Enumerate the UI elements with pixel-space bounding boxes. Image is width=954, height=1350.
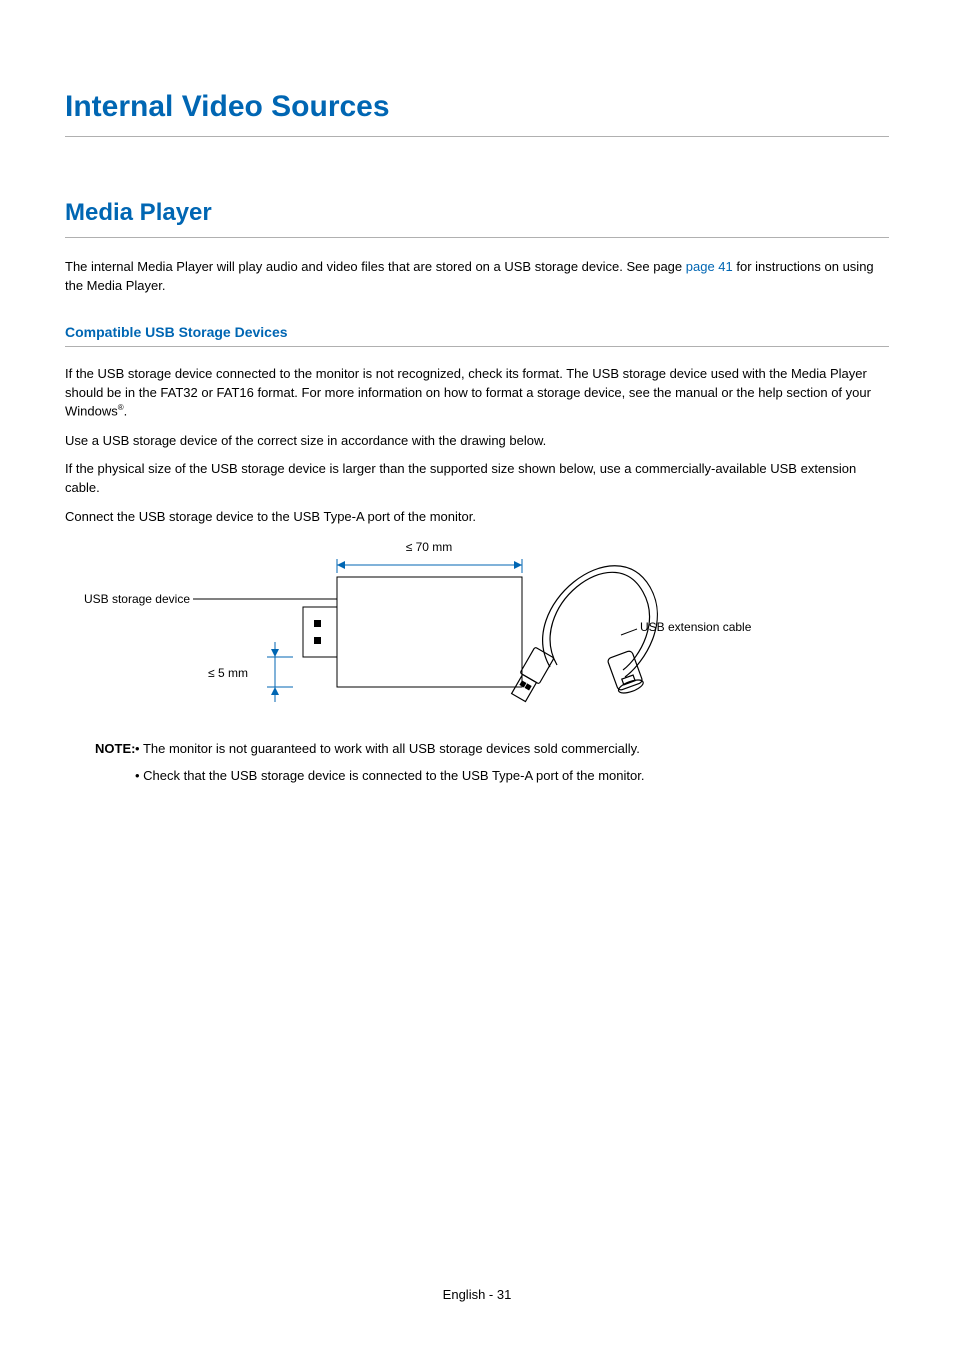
page-link[interactable]: page 41 bbox=[686, 259, 733, 274]
subsection-heading: Compatible USB Storage Devices bbox=[65, 324, 889, 347]
dim-width-label: ≤ 70 mm bbox=[406, 540, 453, 554]
usb-contact-1 bbox=[314, 620, 321, 627]
note-text-2: Check that the USB storage device is con… bbox=[143, 768, 644, 783]
paragraph-1: If the USB storage device connected to t… bbox=[65, 365, 889, 422]
section-heading: Media Player bbox=[65, 199, 889, 238]
dim-height-label: ≤ 5 mm bbox=[208, 666, 248, 680]
diagram-svg: ≤ 70 mm ≤ 5 mm USB storage device bbox=[65, 537, 889, 717]
page-footer: English - 31 bbox=[0, 1287, 954, 1302]
dim-h-arrow-b bbox=[271, 687, 279, 695]
dim-height-group bbox=[267, 642, 293, 702]
p1-text-a: If the USB storage device connected to t… bbox=[65, 366, 871, 419]
device-label: USB storage device bbox=[84, 592, 190, 606]
paragraph-3: If the physical size of the USB storage … bbox=[65, 460, 889, 498]
note-item-2: • Check that the USB storage device is c… bbox=[135, 764, 889, 787]
usb-body-rect bbox=[337, 577, 522, 687]
cable-leader-line bbox=[621, 629, 637, 635]
cable-path-inner bbox=[550, 572, 649, 670]
note-item-1: • The monitor is not guaranteed to work … bbox=[135, 737, 889, 760]
dim-w-arrow-l bbox=[337, 561, 345, 569]
cable-drawing bbox=[509, 566, 657, 703]
p1-text-b: . bbox=[124, 404, 128, 419]
intro-text-a: The internal Media Player will play audi… bbox=[65, 259, 686, 274]
dim-width-group bbox=[337, 559, 522, 573]
cable-female-socket bbox=[607, 650, 645, 696]
dim-h-arrow-t bbox=[271, 649, 279, 657]
note-block: NOTE: • The monitor is not guaranteed to… bbox=[65, 737, 889, 792]
usb-diagram: ≤ 70 mm ≤ 5 mm USB storage device bbox=[65, 537, 889, 717]
paragraph-2: Use a USB storage device of the correct … bbox=[65, 432, 889, 451]
usb-contact-2 bbox=[314, 637, 321, 644]
cable-male-plug bbox=[509, 647, 554, 703]
note-text-1: The monitor is not guaranteed to work wi… bbox=[143, 741, 640, 756]
note-body: • The monitor is not guaranteed to work … bbox=[135, 737, 889, 792]
document-page: Internal Video Sources Media Player The … bbox=[0, 0, 954, 1350]
paragraph-4: Connect the USB storage device to the US… bbox=[65, 508, 889, 527]
intro-paragraph: The internal Media Player will play audi… bbox=[65, 258, 889, 296]
note-label: NOTE: bbox=[65, 737, 135, 792]
page-title: Internal Video Sources bbox=[65, 90, 889, 137]
dim-w-arrow-r bbox=[514, 561, 522, 569]
usb-body-outline bbox=[337, 577, 522, 687]
cable-label: USB extension cable bbox=[640, 620, 752, 634]
usb-plug-rect bbox=[303, 607, 337, 657]
